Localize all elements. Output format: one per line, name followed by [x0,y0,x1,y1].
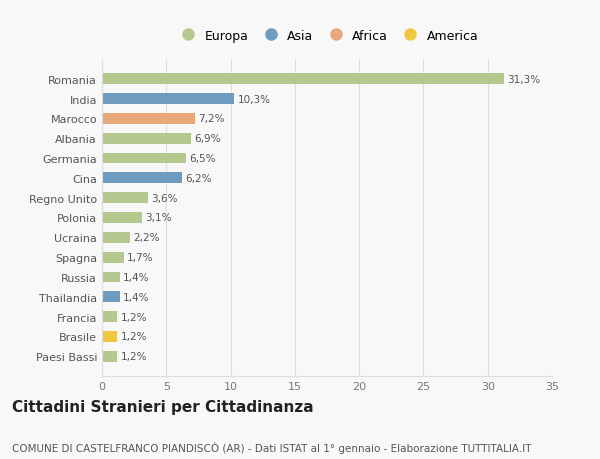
Bar [102,213,142,224]
Text: 3,6%: 3,6% [151,193,178,203]
Text: 7,2%: 7,2% [198,114,224,124]
Bar [102,134,191,144]
Text: 6,5%: 6,5% [189,154,215,164]
Legend: Europa, Asia, Africa, America: Europa, Asia, Africa, America [170,25,484,48]
Bar [102,74,505,85]
Bar [102,193,148,204]
Text: Cittadini Stranieri per Cittadinanza: Cittadini Stranieri per Cittadinanza [12,399,314,414]
Text: 2,2%: 2,2% [133,233,160,243]
Text: 10,3%: 10,3% [238,94,271,104]
Bar [102,153,185,164]
Bar [102,232,130,243]
Text: 1,2%: 1,2% [121,352,147,362]
Text: 3,1%: 3,1% [145,213,172,223]
Bar [102,252,124,263]
Text: 1,2%: 1,2% [121,332,147,342]
Text: 1,2%: 1,2% [121,312,147,322]
Text: 31,3%: 31,3% [508,74,541,84]
Text: COMUNE DI CASTELFRANCO PIANDISCÒ (AR) - Dati ISTAT al 1° gennaio - Elaborazione : COMUNE DI CASTELFRANCO PIANDISCÒ (AR) - … [12,441,532,453]
Bar [102,312,118,322]
Bar [102,173,182,184]
Bar [102,94,235,105]
Bar [102,272,120,283]
Text: 6,2%: 6,2% [185,174,211,184]
Bar [102,114,194,124]
Text: 1,4%: 1,4% [123,292,150,302]
Bar [102,351,118,362]
Bar [102,331,118,342]
Bar [102,292,120,302]
Text: 1,4%: 1,4% [123,272,150,282]
Text: 1,7%: 1,7% [127,252,154,263]
Text: 6,9%: 6,9% [194,134,220,144]
